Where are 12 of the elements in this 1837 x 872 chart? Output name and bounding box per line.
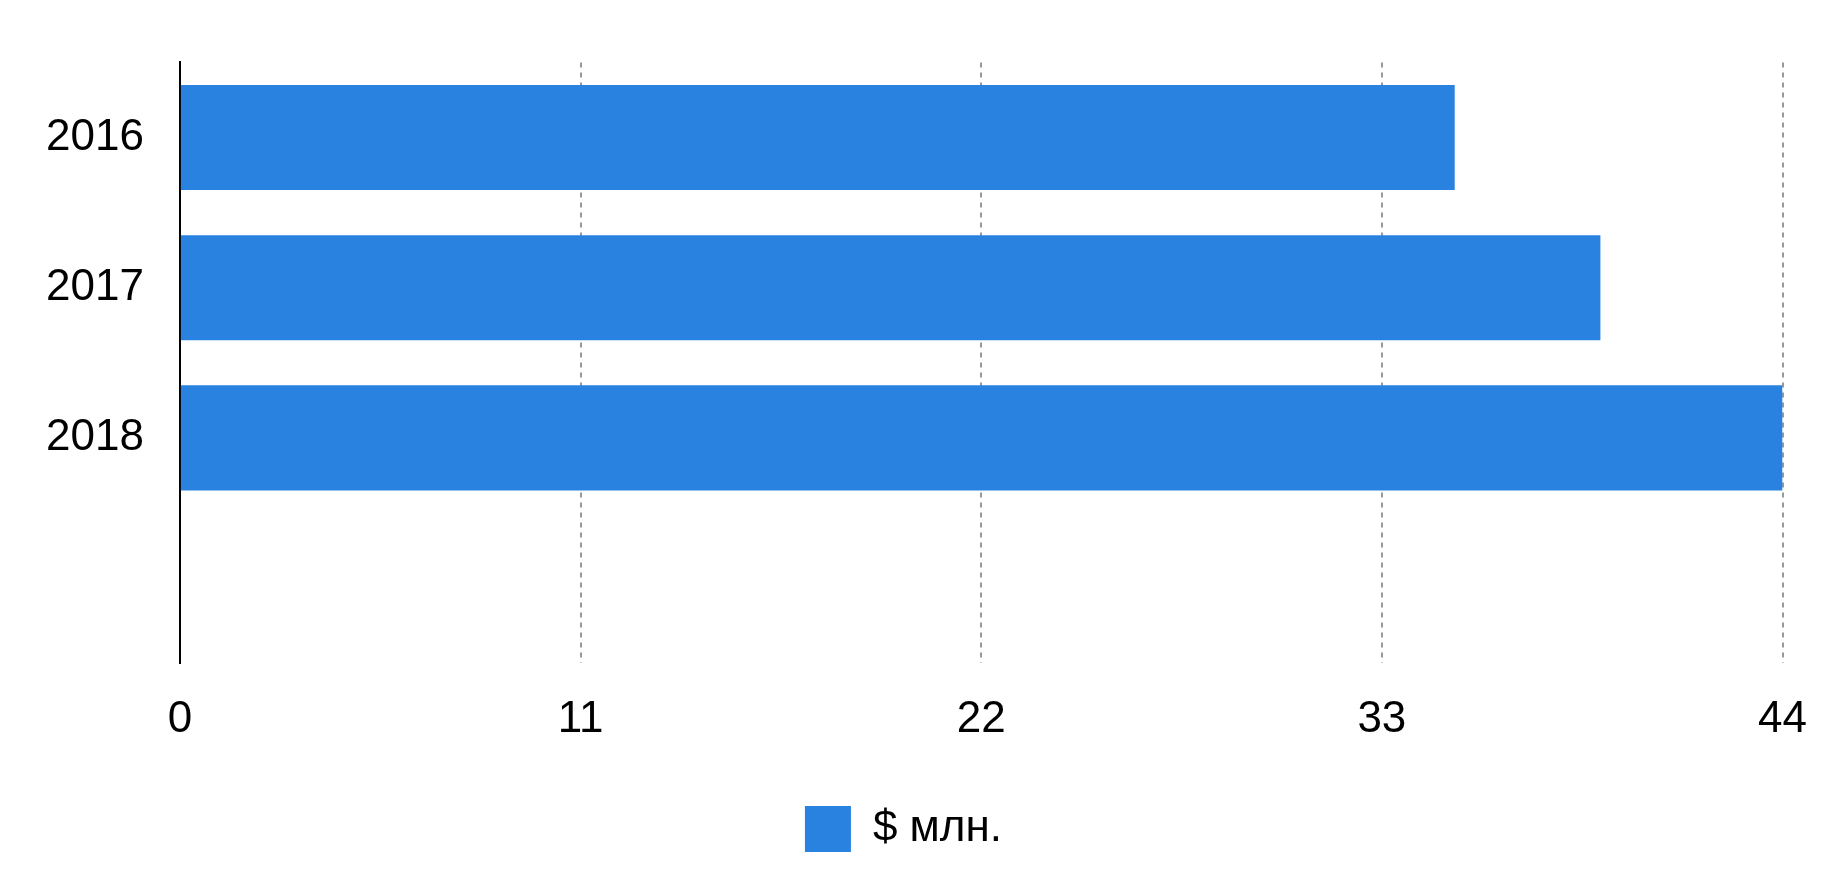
x-tick-label: 33: [1357, 691, 1407, 741]
bar: [180, 84, 1455, 191]
x-tick-label: 11: [557, 691, 604, 741]
bar: [180, 235, 1601, 341]
y-tick-label: 2017: [45, 259, 144, 309]
bar: [180, 385, 1783, 491]
x-tick-label: 22: [956, 691, 1006, 741]
legend-label: $ млн.: [872, 801, 1003, 851]
x-tick-label: 44: [1758, 691, 1808, 741]
y-tick-label: 2018: [45, 410, 144, 460]
x-tick-label: 0: [167, 691, 193, 741]
y-tick-label: 2016: [45, 109, 144, 159]
